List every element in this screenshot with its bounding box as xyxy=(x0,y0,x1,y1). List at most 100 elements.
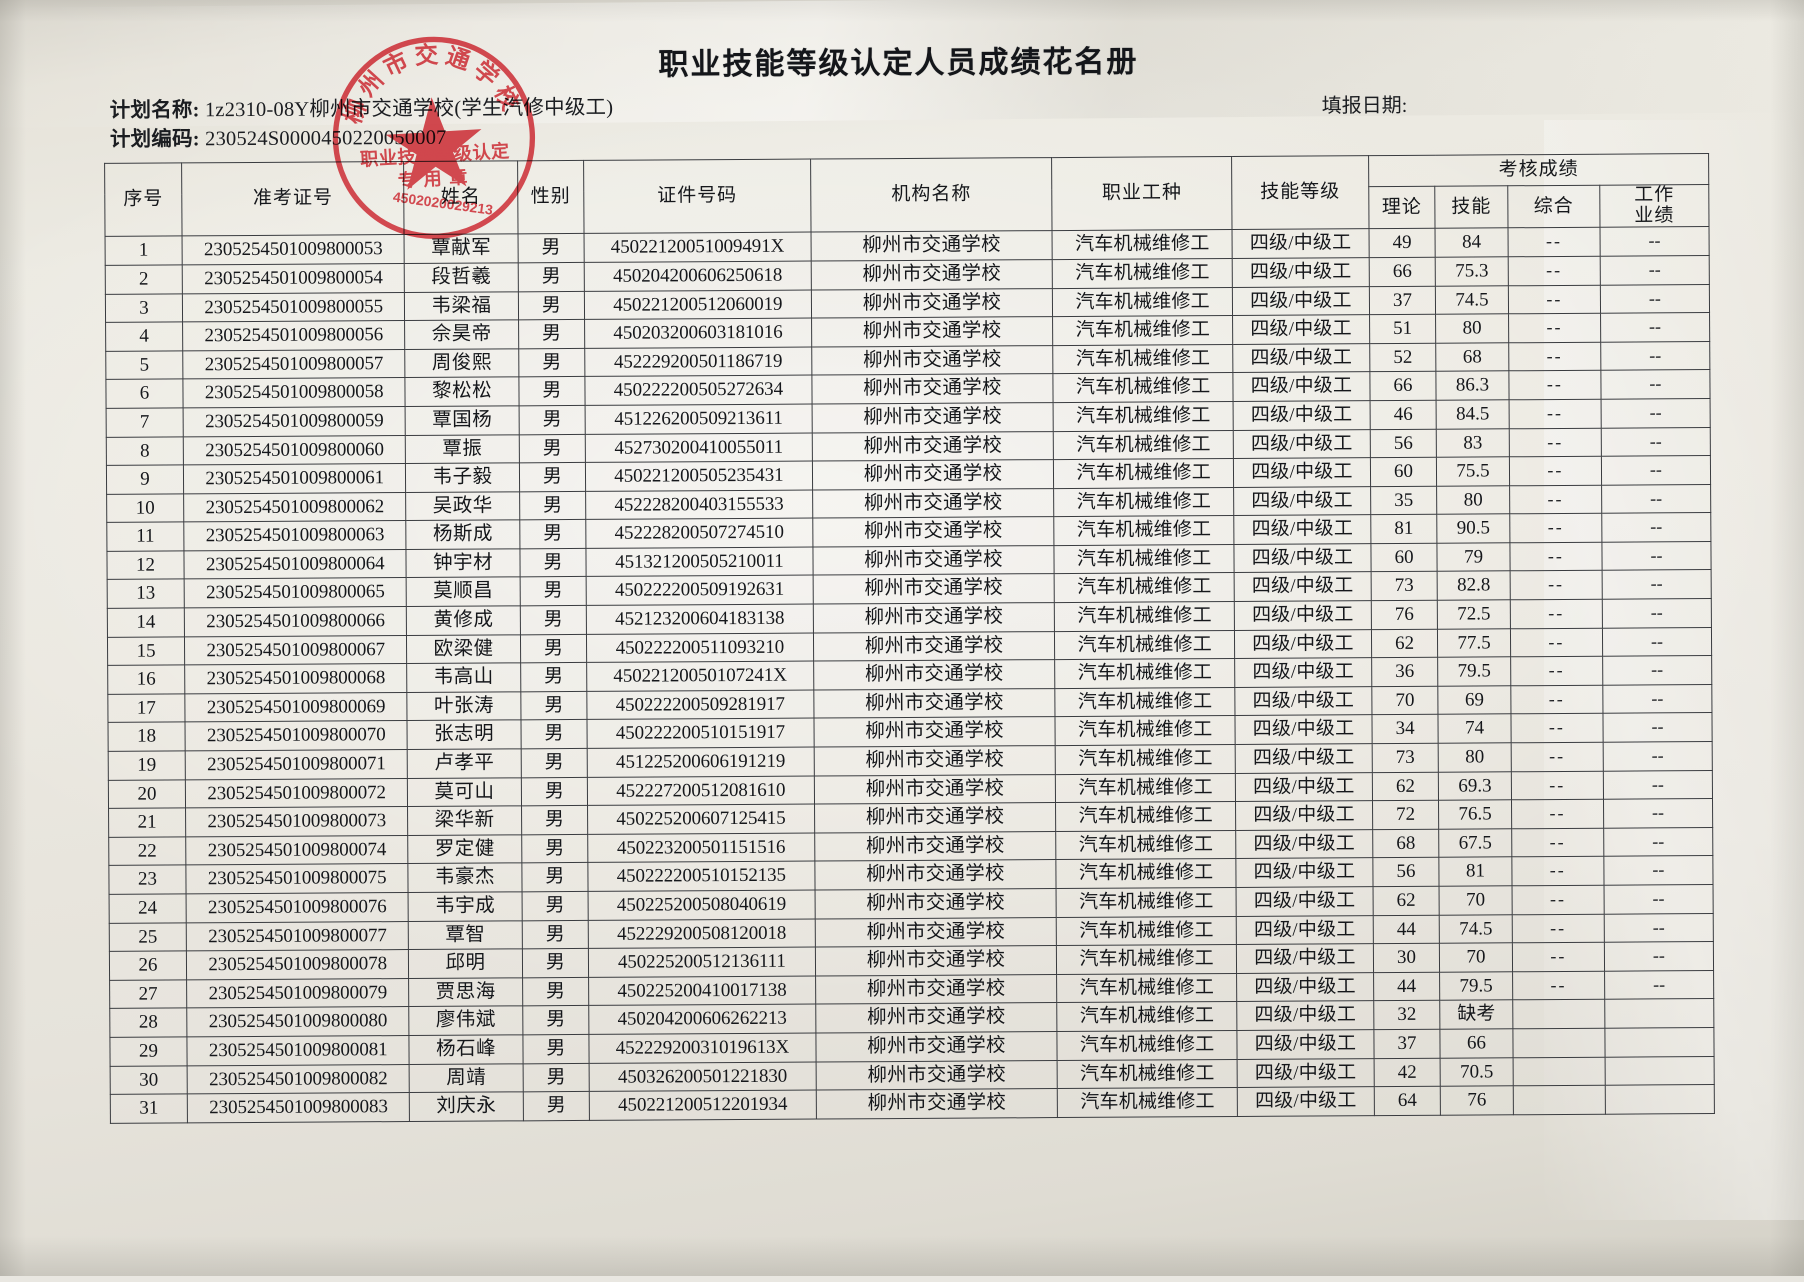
cell-organization: 柳州市交通学校 xyxy=(815,1002,1058,1034)
cell-seq: 2 xyxy=(105,264,183,294)
cell-ticket-no: 2305254501009800068 xyxy=(184,663,408,694)
cell-theory-score: 72 xyxy=(1372,800,1439,830)
cell-seq: 29 xyxy=(109,1036,188,1066)
cell-name: 周俊熙 xyxy=(405,348,519,378)
cell-occupation: 汽车机械维修工 xyxy=(1057,1001,1237,1032)
cell-skill-score: 76 xyxy=(1440,1085,1514,1115)
cell-ticket-no: 2305254501009800064 xyxy=(183,549,407,580)
cell-id-number: 450221200505235431 xyxy=(585,461,813,492)
cell-organization: 柳州市交通学校 xyxy=(814,831,1057,862)
cell-theory-score: 62 xyxy=(1371,628,1438,658)
cell-skill-level: 四级/中级工 xyxy=(1236,915,1374,945)
cell-skill-level: 四级/中级工 xyxy=(1236,1001,1374,1031)
cell-organization: 柳州市交通学校 xyxy=(811,431,1054,462)
cell-skill-level: 四级/中级工 xyxy=(1232,257,1370,288)
cell-comprehensive-score: -- xyxy=(1508,370,1601,400)
cell-skill-score: 69.3 xyxy=(1438,771,1512,801)
cell-skill-score: 74 xyxy=(1438,714,1512,744)
cell-skill-score: 缺考 xyxy=(1439,1000,1513,1030)
cell-organization: 柳州市交通学校 xyxy=(813,717,1056,748)
cell-work-performance xyxy=(1604,1056,1715,1086)
cell-organization: 柳州市交通学校 xyxy=(812,459,1054,490)
cell-skill-score: 70 xyxy=(1439,942,1513,973)
cell-name: 杨斯成 xyxy=(406,520,520,550)
cell-organization: 柳州市交通学校 xyxy=(811,373,1054,404)
cell-gender: 男 xyxy=(522,1005,589,1035)
cell-gender: 男 xyxy=(521,805,588,835)
cell-skill-score: 81 xyxy=(1439,857,1512,887)
cell-skill-level: 四级/中级工 xyxy=(1236,886,1374,917)
cell-gender: 男 xyxy=(520,605,587,635)
cell-gender: 男 xyxy=(521,777,588,807)
cell-occupation: 汽车机械维修工 xyxy=(1057,1059,1238,1089)
cell-skill-score: 90.5 xyxy=(1436,514,1510,544)
cell-comprehensive-score xyxy=(1512,999,1605,1029)
cell-gender: 男 xyxy=(520,662,587,692)
cell-organization: 柳州市交通学校 xyxy=(815,1060,1058,1091)
cell-theory-score: 42 xyxy=(1373,1057,1441,1087)
cell-occupation: 汽车机械维修工 xyxy=(1054,572,1235,603)
cell-id-number: 452229200501186719 xyxy=(584,346,812,377)
cell-id-number: 451226200509213611 xyxy=(585,403,812,434)
cell-id-number: 452229200508120018 xyxy=(588,918,816,949)
cell-occupation: 汽车机械维修工 xyxy=(1055,715,1236,746)
cell-theory-score: 62 xyxy=(1372,886,1440,916)
cell-skill-level: 四级/中级工 xyxy=(1235,829,1373,859)
cell-skill-level: 四级/中级工 xyxy=(1236,972,1374,1002)
cell-skill-level: 四级/中级工 xyxy=(1236,1029,1374,1060)
cell-ticket-no: 2305254501009800079 xyxy=(186,978,410,1009)
cell-gender: 男 xyxy=(519,548,587,578)
cell-gender: 男 xyxy=(519,462,586,492)
cell-skill-score: 70.5 xyxy=(1440,1057,1514,1087)
cell-gender: 男 xyxy=(518,319,585,349)
cell-occupation: 汽车机械维修工 xyxy=(1056,887,1237,918)
cell-work-performance: -- xyxy=(1601,512,1711,543)
cell-id-number: 450225200607125415 xyxy=(587,804,815,835)
cell-occupation: 汽车机械维修工 xyxy=(1054,630,1235,660)
cell-comprehensive-score: -- xyxy=(1511,856,1604,886)
cell-id-number: 451321200505210011 xyxy=(585,546,813,577)
cell-gender: 男 xyxy=(520,691,588,721)
cell-name: 吴政华 xyxy=(405,491,520,521)
col-header-gender: 性别 xyxy=(517,160,585,235)
cell-skill-level: 四级/中级工 xyxy=(1232,228,1370,259)
cell-skill-score: 84.5 xyxy=(1436,399,1510,429)
cell-organization: 柳州市交通学校 xyxy=(813,745,1056,776)
cell-work-performance: -- xyxy=(1603,827,1713,857)
cell-skill-level: 四级/中级工 xyxy=(1232,371,1370,402)
cell-work-performance: -- xyxy=(1602,598,1712,628)
cell-theory-score: 56 xyxy=(1370,428,1437,458)
cell-organization: 柳州市交通学校 xyxy=(815,945,1057,976)
cell-name: 莫可山 xyxy=(407,777,522,807)
report-date-label: 填报日期: xyxy=(1321,94,1408,118)
cell-skill-level: 四级/中级工 xyxy=(1237,1058,1375,1088)
cell-name: 杨石峰 xyxy=(409,1034,523,1065)
cell-organization: 柳州市交通学校 xyxy=(810,230,1053,262)
cell-skill-level: 四级/中级工 xyxy=(1237,1086,1375,1117)
cell-ticket-no: 2305254501009800072 xyxy=(185,778,408,809)
cell-theory-score: 64 xyxy=(1374,1086,1441,1116)
cell-occupation: 汽车机械维修工 xyxy=(1057,1030,1238,1061)
cell-gender: 男 xyxy=(519,519,586,549)
cell-organization: 柳州市交通学校 xyxy=(815,974,1058,1005)
cell-seq: 25 xyxy=(109,922,187,952)
cell-skill-score: 67.5 xyxy=(1438,828,1512,858)
cell-comprehensive-score: -- xyxy=(1508,399,1602,429)
cell-id-number: 450222200511093210 xyxy=(586,632,814,663)
cell-id-number: 450222200509281917 xyxy=(586,689,814,720)
cell-theory-score: 34 xyxy=(1371,714,1439,744)
cell-theory-score: 56 xyxy=(1372,857,1440,887)
cell-skill-level: 四级/中级工 xyxy=(1234,629,1372,659)
cell-ticket-no: 2305254501009800077 xyxy=(186,921,409,952)
cell-gender: 男 xyxy=(518,405,586,435)
cell-ticket-no: 2305254501009800075 xyxy=(185,863,409,894)
cell-theory-score: 70 xyxy=(1371,686,1439,716)
cell-seq: 22 xyxy=(108,836,186,866)
cell-skill-level: 四级/中级工 xyxy=(1233,486,1371,516)
cell-name: 黄修成 xyxy=(406,605,521,636)
cell-id-number: 450326200501221830 xyxy=(589,1061,816,1092)
cell-occupation: 汽车机械维修工 xyxy=(1056,830,1236,860)
cell-gender: 男 xyxy=(522,1062,590,1092)
cell-name: 梁华新 xyxy=(407,806,522,836)
cell-id-number: 450225200508040619 xyxy=(588,890,815,921)
